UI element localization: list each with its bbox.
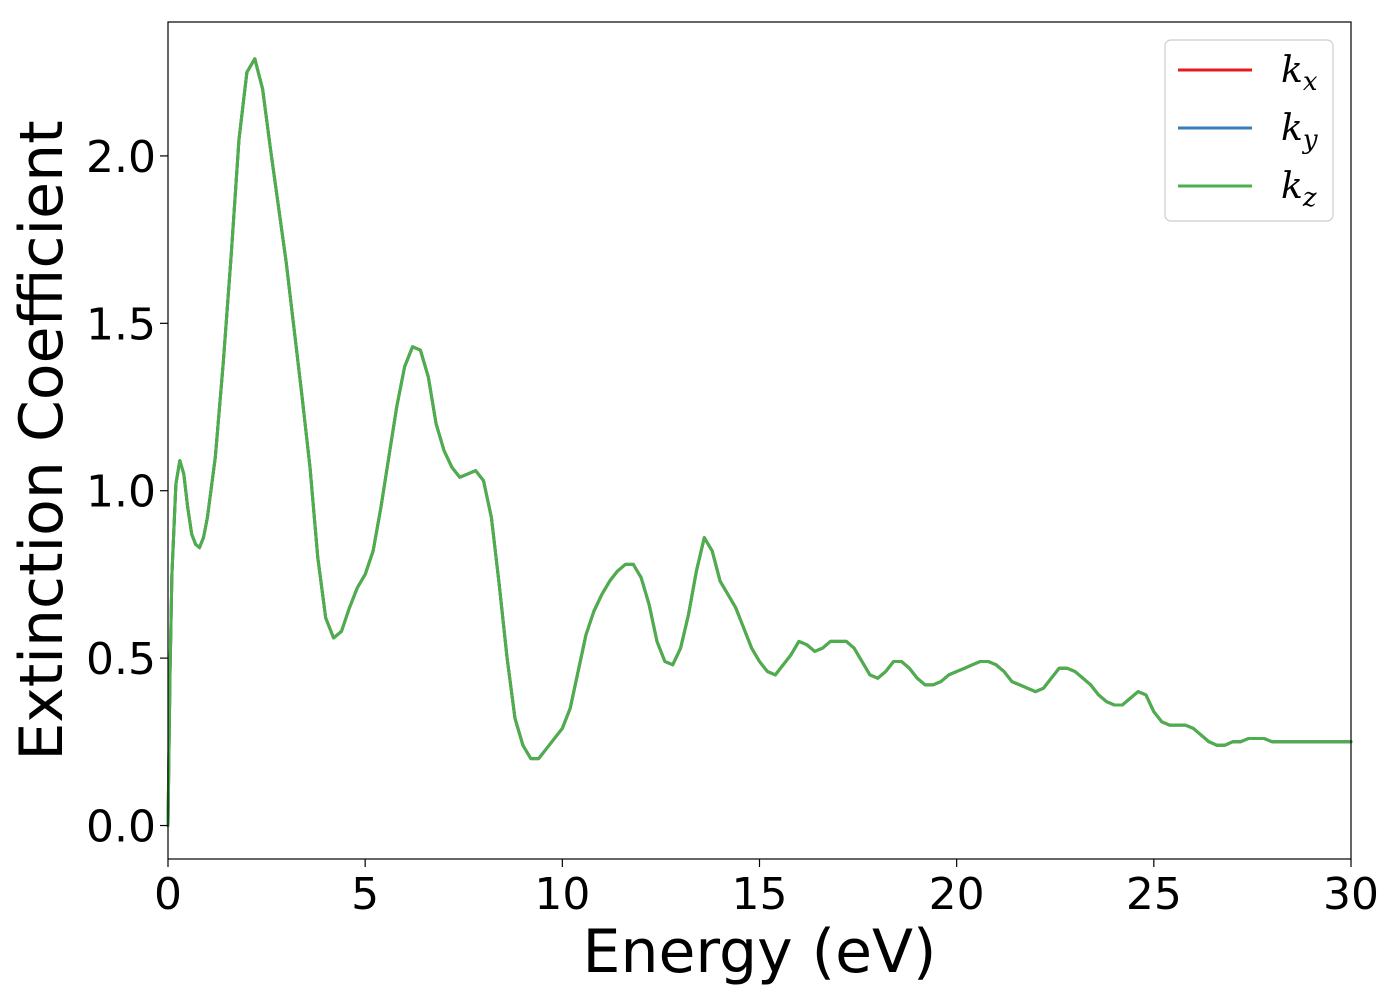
legend: kx ky kz — [1164, 39, 1334, 222]
y-tick-label: 1.0 — [86, 467, 156, 518]
x-axis-ticks: 0 5 10 15 20 25 30 — [154, 859, 1379, 920]
x-tick-label: 0 — [154, 869, 182, 920]
x-tick-label: 30 — [1323, 869, 1379, 920]
legend-label-kz: kz — [1281, 166, 1317, 213]
y-axis-ticks: 0.0 0.5 1.0 1.5 2.0 — [86, 132, 168, 853]
x-tick-label: 20 — [929, 869, 985, 920]
x-tick-label: 25 — [1126, 869, 1182, 920]
y-tick-label: 0.5 — [86, 634, 156, 685]
legend-label-ky: ky — [1281, 108, 1318, 155]
y-tick-label: 2.0 — [86, 132, 156, 183]
x-tick-label: 5 — [351, 869, 379, 920]
y-axis-title: Extinction Coefficient — [7, 120, 77, 760]
series-layer — [166, 57, 1353, 827]
legend-label-kx: kx — [1281, 50, 1318, 97]
x-axis-title: Energy (eV) — [583, 917, 937, 987]
x-tick-label: 10 — [534, 869, 590, 920]
legend-box — [1164, 39, 1334, 222]
series-line-kz — [166, 57, 1353, 827]
x-tick-label: 15 — [732, 869, 788, 920]
y-tick-label: 0.0 — [86, 802, 156, 853]
y-tick-label: 1.5 — [86, 299, 156, 350]
